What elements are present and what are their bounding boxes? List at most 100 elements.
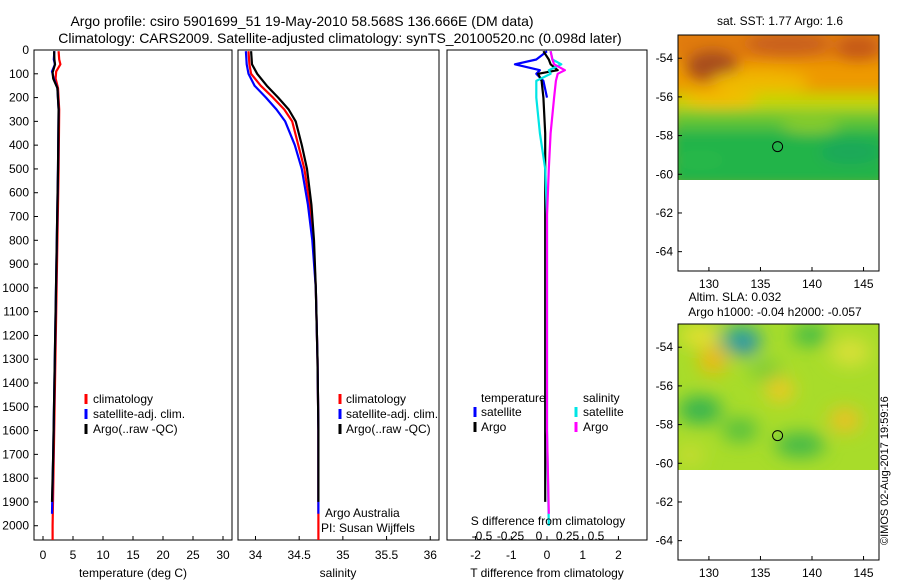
lon-tick-label: 145 xyxy=(854,566,874,580)
sst-map-frame xyxy=(677,34,880,272)
temperature-legend: climatology satellite-adj. clim. Argo(..… xyxy=(84,392,185,436)
sla-map-title: Altim. SLA: 0.032 xyxy=(689,290,782,304)
depth-axis: 0 100 200 300 400 500 600 700 800 900 1000 1100 1200… xyxy=(2,43,38,533)
x-tick-label: 10 xyxy=(96,548,110,562)
salinity-x-ticks: 34 34.5 35 35.5 36 xyxy=(249,536,437,562)
x-tick-label: 0 xyxy=(40,548,47,562)
salinity-panel: 34 34.5 35 35.5 36 salinity climatology sate… xyxy=(237,49,440,580)
top-x-tick-label: 0.25 xyxy=(556,529,580,543)
credit-label: ©IMOS 02-Aug-2017 19:59:16 xyxy=(879,396,891,545)
lon-tick-label: 140 xyxy=(802,566,822,580)
legend-label-argo: Argo(..raw -QC) xyxy=(346,422,431,436)
top-x-tick-label: -0.5 xyxy=(472,529,493,543)
temperature-plot-frame xyxy=(33,49,233,541)
lat-tick-label: -56 xyxy=(656,90,674,104)
depth-tick-label: 0 xyxy=(22,43,29,57)
depth-tick-label: 400 xyxy=(9,138,29,152)
series-line-argo-raw-qc xyxy=(250,51,320,502)
legend-label-satellite: satellite-adj. clim. xyxy=(346,407,438,421)
lon-tick-label: 140 xyxy=(802,277,822,291)
temperature-series xyxy=(50,51,62,540)
depth-tick-label: 1700 xyxy=(2,447,29,461)
salinity-plot-frame xyxy=(237,49,440,541)
lon-tick-label: 130 xyxy=(699,277,719,291)
difference-series xyxy=(513,50,567,526)
temperature-panel: 0100200300400500600700800900100011001200… xyxy=(2,43,233,580)
sst-heatmap xyxy=(678,35,879,180)
legend-label-argo: Argo(..raw -QC) xyxy=(93,422,178,436)
sla-heatmap xyxy=(678,324,879,470)
lat-tick-label: -64 xyxy=(656,245,674,259)
lon-tick-label: 135 xyxy=(750,566,770,580)
argo-location-marker xyxy=(772,141,784,153)
depth-tick-label: 700 xyxy=(9,210,29,224)
lat-tick-label: -58 xyxy=(656,129,674,143)
x-tick-label: -1 xyxy=(506,548,517,562)
depth-tick-label: 1200 xyxy=(2,328,29,342)
x-tick-label: 1 xyxy=(579,548,586,562)
lon-tick-label: 130 xyxy=(699,566,719,580)
depth-tick-label: 1000 xyxy=(2,281,29,295)
series-line-climatology xyxy=(247,51,320,540)
legend-label-s-satellite: satellite xyxy=(583,405,624,419)
series-line-argo-raw-qc xyxy=(50,51,60,502)
argo-location-marker xyxy=(772,430,784,442)
depth-tick-label: 900 xyxy=(9,257,29,271)
lon-tick-label: 145 xyxy=(854,277,874,291)
x-tick-label: 34 xyxy=(249,548,263,562)
x-tick-label: 0 xyxy=(544,548,551,562)
lat-tick-label: -58 xyxy=(656,418,674,432)
sla-map-axes: -54 -56 -58 -60 -62 -64 130 135 140 145 xyxy=(656,340,874,580)
title-line2: Climatology: CARS2009. Satellite-adjuste… xyxy=(58,30,621,46)
lat-tick-label: -54 xyxy=(656,340,674,354)
lon-tick-label: 135 xyxy=(750,277,770,291)
sla-map-panel: Altim. SLA: 0.032 Argo h1000: -0.04 h200… xyxy=(656,290,880,580)
legend-label-t-satellite: satellite xyxy=(481,405,522,419)
x-tick-label: 36 xyxy=(424,548,438,562)
difference-legend: temperature salinity satellite Argo sate… xyxy=(473,391,624,434)
depth-tick-label: 300 xyxy=(9,114,29,128)
difference-x-ticks: -2 -1 0 1 2 -0.5 -0.25 0 0.25 0.5 xyxy=(470,529,622,562)
depth-tick-label: 2000 xyxy=(2,519,29,533)
legend-label-satellite: satellite-adj. clim. xyxy=(93,407,185,421)
lat-tick-label: -60 xyxy=(656,456,674,470)
legend-label-climatology: climatology xyxy=(93,392,153,406)
x-tick-label: 34.5 xyxy=(287,548,311,562)
temperature-xlabel: temperature (deg C) xyxy=(79,566,187,580)
sst-map-title: sat. SST: 1.77 Argo: 1.6 xyxy=(717,14,843,28)
top-x-tick-label: -0.25 xyxy=(497,529,525,543)
sla-map-frame xyxy=(677,323,880,561)
depth-tick-label: 1600 xyxy=(2,424,29,438)
lat-tick-label: -62 xyxy=(656,206,674,220)
sst-map-axes: -54 -56 -58 -60 -62 -64 130 135 140 145 xyxy=(656,51,874,291)
series-line-satellite-adj-clim xyxy=(244,51,320,514)
depth-tick-label: 200 xyxy=(9,91,29,105)
depth-tick-label: 1800 xyxy=(2,471,29,485)
sla-map-subtitle: Argo h1000: -0.04 h2000: -0.057 xyxy=(688,305,862,319)
depth-tick-label: 1400 xyxy=(2,376,29,390)
x-tick-label: 2 xyxy=(615,548,622,562)
legend-title-temperature: temperature xyxy=(481,391,546,405)
salinity-xlabel: salinity xyxy=(320,566,357,580)
difference-xlabel: T difference from climatology xyxy=(470,566,624,580)
lat-tick-label: -62 xyxy=(656,495,674,509)
x-tick-label: 15 xyxy=(126,548,140,562)
top-x-tick-label: 0.5 xyxy=(588,529,605,543)
depth-tick-label: 100 xyxy=(9,67,29,81)
salinity-series xyxy=(244,51,320,540)
temperature-x-ticks: 0 5 10 15 20 25 30 xyxy=(40,536,230,562)
depth-tick-label: 500 xyxy=(9,162,29,176)
legend-label-climatology: climatology xyxy=(346,392,406,406)
x-tick-label: 30 xyxy=(216,548,230,562)
legend-label-s-argo: Argo xyxy=(583,420,609,434)
legend-label-t-argo: Argo xyxy=(481,420,507,434)
x-tick-label: 35 xyxy=(336,548,350,562)
annotation-argo-australia: Argo Australia xyxy=(325,506,400,520)
depth-tick-label: 1300 xyxy=(2,352,29,366)
salinity-legend: climatology satellite-adj. clim. Argo(..… xyxy=(338,392,438,436)
x-tick-label: 25 xyxy=(186,548,200,562)
lat-tick-label: -56 xyxy=(656,379,674,393)
series-line-temperature-satellite xyxy=(513,50,549,98)
depth-tick-label: 1100 xyxy=(3,305,29,319)
